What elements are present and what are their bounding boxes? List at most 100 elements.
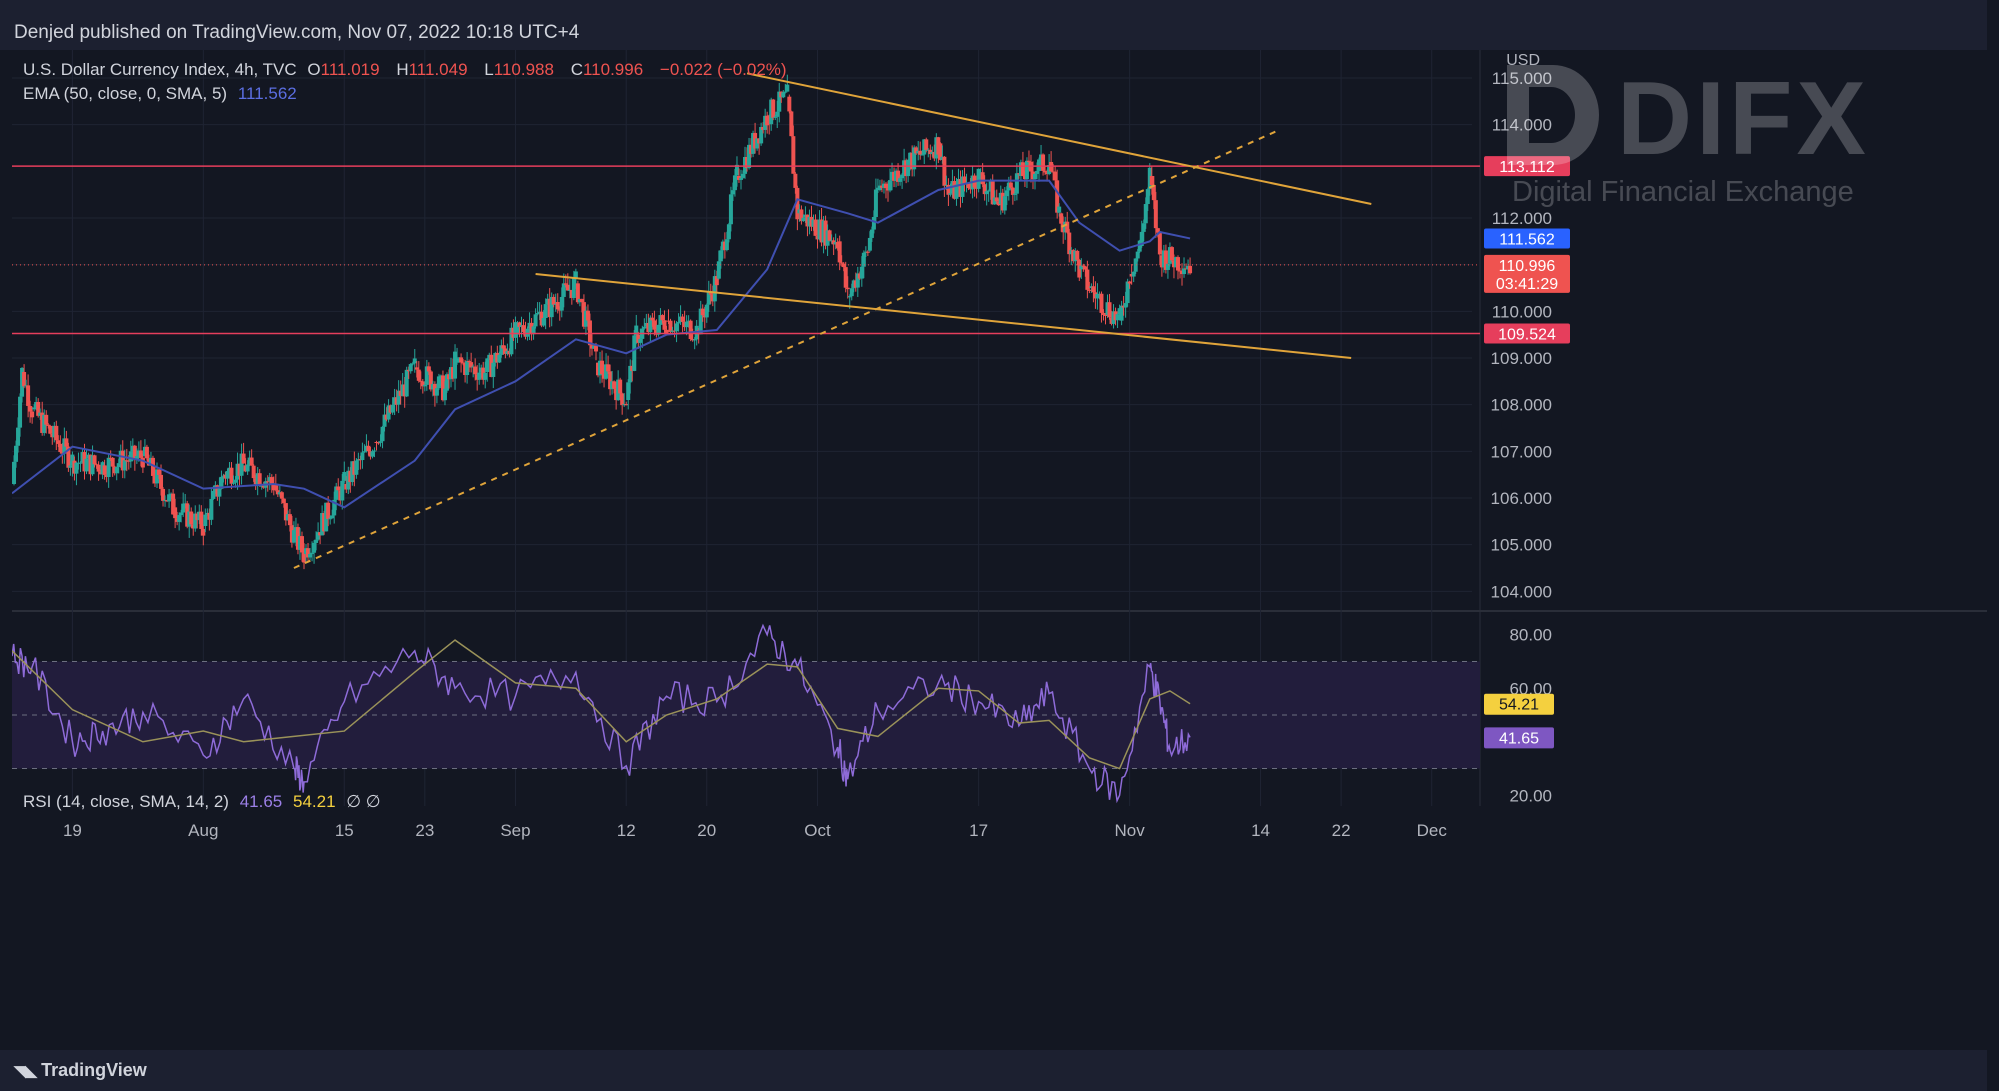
- candle: [902, 148, 907, 181]
- rsi-legend[interactable]: RSI (14, close, SMA, 14, 2) 41.65 54.21 …: [23, 792, 387, 812]
- price-tick-label: 108.000: [1491, 396, 1552, 415]
- chart-panel[interactable]: 115.000114.000112.000111.000110.000109.0…: [12, 50, 1987, 1050]
- candle-body: [326, 502, 331, 520]
- candle-body: [678, 316, 683, 323]
- candle-body: [173, 507, 178, 519]
- candle: [1095, 283, 1100, 310]
- candle: [559, 287, 564, 318]
- candle-body: [1008, 182, 1013, 188]
- candle-body: [527, 322, 532, 329]
- candle: [805, 214, 810, 237]
- candle-body: [144, 446, 149, 459]
- time-tick-label: 12: [617, 821, 636, 840]
- candle: [873, 178, 878, 223]
- candle: [1188, 257, 1193, 275]
- candle: [138, 440, 143, 467]
- candle-body: [837, 241, 842, 263]
- candle-body: [424, 366, 429, 385]
- candle-body: [221, 475, 226, 477]
- candle-body: [70, 454, 75, 466]
- candle-body: [948, 193, 953, 195]
- candle-body: [1103, 314, 1108, 316]
- candle-body: [102, 465, 107, 475]
- candle: [245, 460, 250, 475]
- candle: [708, 283, 713, 304]
- rsi-ma-axis-label: 54.21: [1499, 697, 1539, 714]
- candle: [312, 540, 317, 564]
- candle-body: [237, 463, 242, 476]
- candle: [610, 370, 615, 395]
- candle-body: [1018, 162, 1023, 176]
- candle-body: [1149, 176, 1154, 186]
- candle-body: [648, 317, 653, 333]
- ema-legend[interactable]: EMA (50, close, 0, SMA, 5) 111.562: [23, 84, 303, 104]
- candle-body: [1087, 289, 1092, 291]
- candle-body: [815, 235, 820, 240]
- candle-body: [654, 329, 659, 335]
- candle-body: [201, 528, 206, 536]
- candle-body: [823, 220, 828, 246]
- candle-body: [682, 321, 687, 328]
- price-legend[interactable]: U.S. Dollar Currency Index, 4h, TVC O111…: [23, 60, 793, 80]
- candle: [430, 380, 435, 397]
- candle-body: [557, 309, 562, 311]
- candle-body: [189, 511, 194, 525]
- candle: [1047, 154, 1052, 176]
- close-readout: C110.996: [571, 60, 649, 79]
- candle-body: [982, 184, 987, 195]
- tradingview-logo[interactable]: ◥◣ TradingView: [14, 1060, 147, 1081]
- candle: [231, 475, 236, 485]
- candle-body: [875, 187, 880, 190]
- candle-body: [664, 329, 669, 333]
- time-tick-label: 17: [969, 821, 988, 840]
- chart-canvas[interactable]: 115.000114.000112.000111.000110.000109.0…: [12, 50, 1987, 1050]
- candle: [348, 467, 353, 493]
- candle-body: [396, 390, 401, 405]
- candle-body: [418, 380, 423, 382]
- candle: [193, 505, 198, 532]
- candle-body: [706, 292, 711, 305]
- candle: [171, 489, 176, 515]
- candle-body: [753, 132, 758, 149]
- candle-body: [797, 209, 802, 214]
- candle-body: [861, 252, 866, 267]
- candle-body: [336, 486, 341, 491]
- candle: [1016, 173, 1021, 179]
- candle-body: [869, 229, 874, 238]
- candle-body: [745, 157, 750, 169]
- candle: [896, 163, 901, 186]
- candle: [658, 308, 663, 334]
- candle: [177, 512, 182, 531]
- candle-body: [1006, 182, 1011, 191]
- candle: [722, 232, 727, 259]
- candle: [1159, 249, 1164, 277]
- candle: [996, 198, 1001, 207]
- candle-body: [122, 460, 127, 471]
- candle-body: [281, 498, 286, 504]
- candle-body: [980, 172, 985, 185]
- candle-body: [650, 317, 655, 321]
- candle-body: [332, 499, 337, 516]
- candle-body: [1020, 162, 1025, 176]
- candle: [1004, 186, 1009, 206]
- candle: [428, 370, 433, 392]
- candle: [682, 310, 687, 331]
- candle-body: [159, 474, 164, 489]
- candle-body: [116, 463, 121, 468]
- candle: [392, 388, 397, 416]
- candle-body: [374, 442, 379, 443]
- candle-body: [763, 115, 768, 130]
- candle: [1180, 263, 1185, 286]
- candle: [167, 488, 172, 508]
- candle: [457, 357, 462, 363]
- candle-body: [819, 219, 824, 243]
- candle-body: [938, 143, 943, 160]
- candle-body: [223, 474, 228, 479]
- candle-body: [531, 326, 536, 335]
- candle-body: [271, 483, 276, 491]
- candle-body: [642, 326, 647, 329]
- candle: [1186, 259, 1191, 275]
- candle: [368, 446, 373, 460]
- candle: [714, 270, 719, 293]
- candle: [823, 215, 828, 250]
